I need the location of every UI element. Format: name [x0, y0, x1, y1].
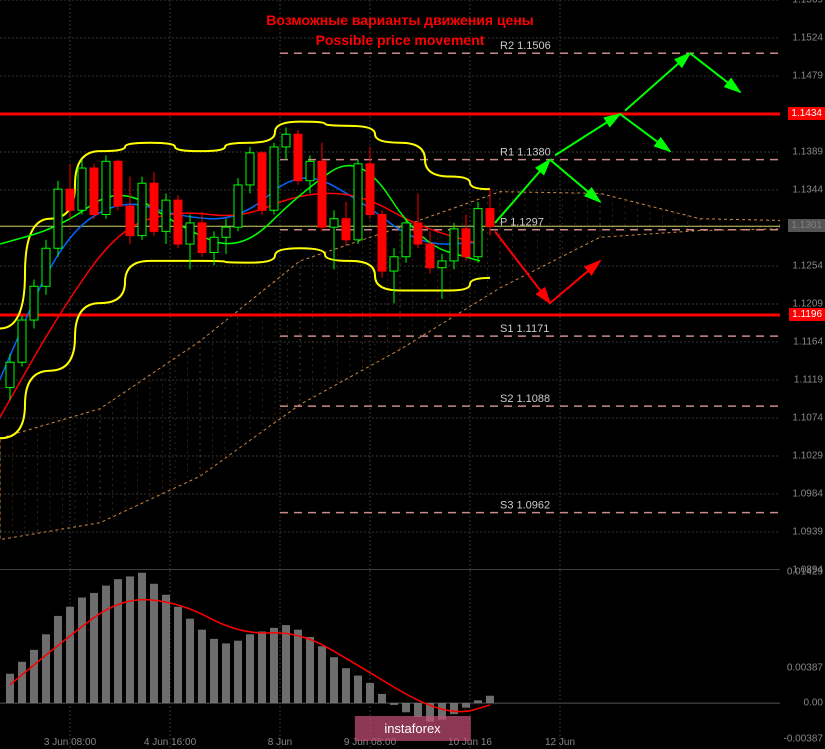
title-en: Possible price movement: [200, 32, 600, 48]
y-axis-sub: 0.014290.003870.00-0.00387: [780, 570, 825, 749]
title-ru: Возможные варианты движения цены: [200, 12, 600, 28]
svg-text:4 Jun 16:00: 4 Jun 16:00: [144, 737, 197, 748]
y-axis-main: 1.15691.15241.14791.14341.13891.13441.13…: [780, 0, 825, 570]
svg-text:S1 1.1171: S1 1.1171: [500, 323, 549, 335]
svg-text:R1 1.1380: R1 1.1380: [500, 147, 551, 159]
svg-text:3 Jun 08:00: 3 Jun 08:00: [44, 737, 97, 748]
chart-container: R2 1.1506R1 1.1380P 1.1297S1 1.1171S2 1.…: [0, 0, 825, 749]
svg-text:P 1.1297: P 1.1297: [500, 217, 544, 229]
main-chart[interactable]: R2 1.1506R1 1.1380P 1.1297S1 1.1171S2 1.…: [0, 0, 780, 570]
svg-text:S3 1.0962: S3 1.0962: [500, 500, 550, 512]
watermark: instaforex: [354, 716, 470, 741]
svg-text:S2 1.1088: S2 1.1088: [500, 393, 550, 405]
svg-text:12 Jun: 12 Jun: [545, 737, 575, 748]
svg-text:8 Jun: 8 Jun: [268, 737, 292, 748]
main-chart-svg: R2 1.1506R1 1.1380P 1.1297S1 1.1171S2 1.…: [0, 0, 780, 570]
